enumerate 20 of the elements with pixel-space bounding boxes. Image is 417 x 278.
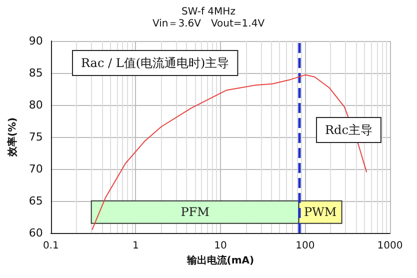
x-tick-label: 100 bbox=[296, 240, 315, 252]
x-tick-label: 0.1 bbox=[42, 240, 59, 252]
y-tick-label: 75 bbox=[28, 130, 43, 144]
y-tick-label: 70 bbox=[28, 162, 43, 176]
y-tick-label: 85 bbox=[28, 66, 43, 80]
y-tick-label: 90 bbox=[28, 34, 43, 48]
y-tick-label: 65 bbox=[28, 194, 43, 208]
y-tick-label: 80 bbox=[28, 98, 43, 112]
y-tick-label: 60 bbox=[28, 226, 43, 240]
x-tick-label: 10 bbox=[214, 240, 227, 252]
x-tick-label: 1 bbox=[132, 240, 139, 252]
chart-title: SW-f 4MHz bbox=[182, 6, 236, 18]
x-axis-title: 输出电流(mA) bbox=[186, 254, 254, 266]
band-label: PFM bbox=[180, 205, 210, 220]
annotation: Rac / L值(电流通电时)主导 bbox=[81, 56, 230, 70]
band-label: PWM bbox=[304, 205, 337, 220]
annotation: Rdc主导 bbox=[325, 123, 372, 137]
y-axis-title: 效率(%) bbox=[6, 117, 18, 158]
x-tick-label: 1000 bbox=[377, 240, 403, 252]
chart-subtitle: Vin＝3.6V Vout=1.4V bbox=[152, 18, 265, 30]
